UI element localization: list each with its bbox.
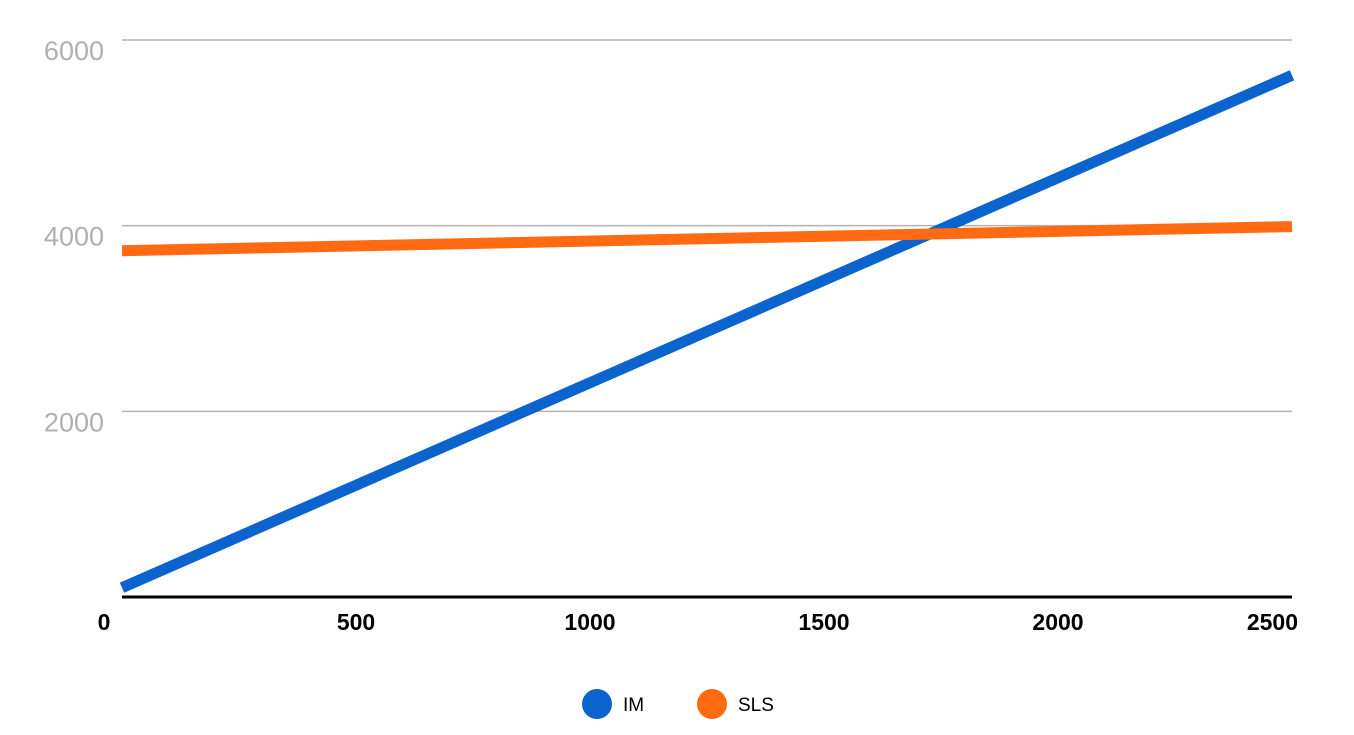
x-tick-label: 0 [98,609,111,635]
series-line-im [119,70,1295,593]
legend-swatch-im [582,689,612,719]
y-tick-label: 4000 [44,222,104,252]
legend-swatch-sls [697,689,727,719]
series-line-sls [121,221,1293,257]
x-axis-ticks: 0 500 1000 1500 2000 2500 [98,609,1298,635]
series-lines [119,70,1295,593]
y-axis-ticks: 2000 4000 6000 [44,36,104,437]
legend-label-sls: SLS [738,695,774,716]
x-tick-label: 500 [337,609,375,635]
y-tick-label: 2000 [44,407,104,437]
legend: IM SLS [582,689,774,719]
x-tick-label: 1000 [564,609,615,635]
y-tick-label: 6000 [44,36,104,66]
x-tick-label: 2500 [1247,609,1298,635]
legend-label-im: IM [623,695,644,716]
x-tick-label: 1500 [798,609,849,635]
x-tick-label: 2000 [1032,609,1083,635]
